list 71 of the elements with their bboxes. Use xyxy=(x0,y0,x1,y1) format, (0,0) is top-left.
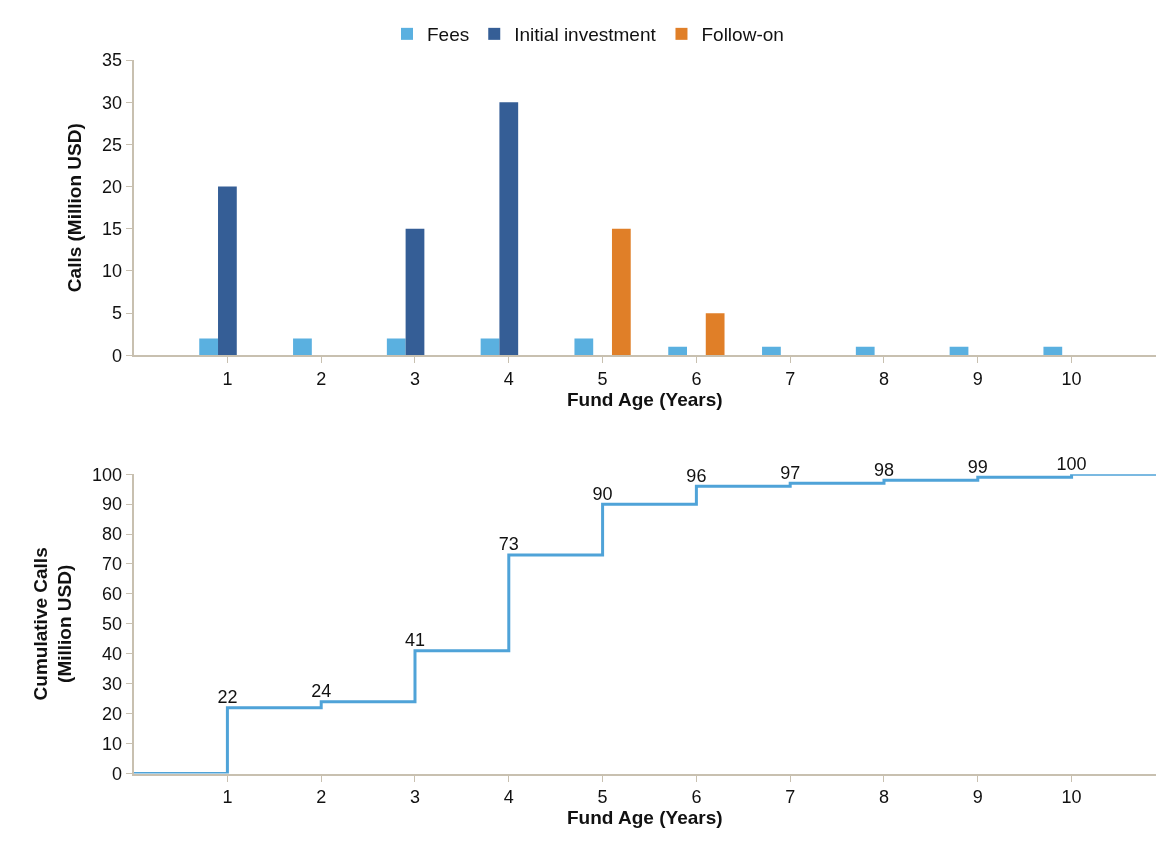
bar xyxy=(705,313,725,356)
y-tick-label: 35 xyxy=(101,50,122,71)
y-tick-label: 25 xyxy=(101,134,122,155)
bar xyxy=(386,338,406,356)
bar xyxy=(293,338,312,356)
bar xyxy=(762,346,781,356)
y-tick-label: 100 xyxy=(91,464,122,485)
y-tick-label: 10 xyxy=(101,733,122,754)
x-tick-label: 3 xyxy=(409,368,420,389)
bar xyxy=(574,338,594,356)
x-tick-label: 7 xyxy=(785,787,796,808)
x-tick-label: 8 xyxy=(878,787,889,808)
x-axis-title: Fund Age (Years) xyxy=(567,388,723,410)
data-label: 98 xyxy=(873,459,895,480)
bar xyxy=(199,338,219,356)
x-tick-label: 9 xyxy=(972,787,983,808)
bar xyxy=(949,346,969,356)
y-tick-label: 30 xyxy=(101,674,122,695)
bar xyxy=(218,186,237,356)
x-tick-label: 3 xyxy=(409,787,420,808)
x-tick-label: 5 xyxy=(597,368,608,389)
data-label: 41 xyxy=(404,630,426,651)
x-tick-label: 7 xyxy=(785,368,796,389)
y-tick-label: 80 xyxy=(101,524,122,545)
x-axis-title: Fund Age (Years) xyxy=(567,807,723,829)
y-tick-label: 15 xyxy=(101,219,122,240)
x-tick-label: 10 xyxy=(1061,787,1082,808)
legend-label: Follow-on xyxy=(701,24,784,46)
y-tick-label: 5 xyxy=(111,303,122,324)
x-tick-label: 1 xyxy=(222,368,233,389)
y-tick-label: 30 xyxy=(101,92,122,113)
data-label: 73 xyxy=(498,534,519,555)
x-tick-label: 6 xyxy=(691,787,702,808)
bar xyxy=(611,228,631,356)
y-tick-label: 20 xyxy=(101,703,122,724)
x-tick-label: 4 xyxy=(503,368,514,389)
data-label: 96 xyxy=(686,465,707,486)
y-tick-label: 20 xyxy=(101,176,122,197)
y-tick-label: 0 xyxy=(111,345,122,366)
legend-label: Initial investment xyxy=(514,24,657,46)
y-axis-title: Cumulative Calls (Million USD) xyxy=(29,547,76,701)
x-tick-label: 2 xyxy=(316,368,327,389)
bar xyxy=(405,228,425,356)
x-tick-label: 6 xyxy=(691,368,702,389)
x-tick-label: 4 xyxy=(503,787,514,808)
data-label: 22 xyxy=(217,687,238,708)
x-tick-label: 5 xyxy=(597,787,608,808)
x-tick-label: 10 xyxy=(1061,368,1082,389)
x-tick-label: 8 xyxy=(878,368,889,389)
x-tick-label: 1 xyxy=(222,787,233,808)
bar xyxy=(855,346,875,356)
bar xyxy=(499,102,519,356)
x-tick-label: 2 xyxy=(316,787,327,808)
bar xyxy=(480,338,500,356)
bar xyxy=(668,346,688,356)
bar xyxy=(1043,346,1063,356)
legend-label: Fees xyxy=(427,24,470,46)
data-label: 90 xyxy=(592,483,613,504)
x-tick-label: 9 xyxy=(972,368,983,389)
data-label: 99 xyxy=(967,456,988,477)
data-label: 24 xyxy=(311,681,332,702)
y-tick-label: 70 xyxy=(101,554,122,575)
y-axis-title: Calls (Million USD) xyxy=(64,123,86,293)
y-tick-label: 90 xyxy=(101,494,122,515)
y-tick-label: 50 xyxy=(101,614,122,635)
y-tick-label: 60 xyxy=(101,584,122,605)
y-tick-label: 0 xyxy=(111,763,122,784)
y-tick-label: 40 xyxy=(101,644,122,665)
y-tick-label: 10 xyxy=(101,261,122,282)
data-label: 97 xyxy=(780,462,801,483)
data-label: 100 xyxy=(1056,453,1087,474)
